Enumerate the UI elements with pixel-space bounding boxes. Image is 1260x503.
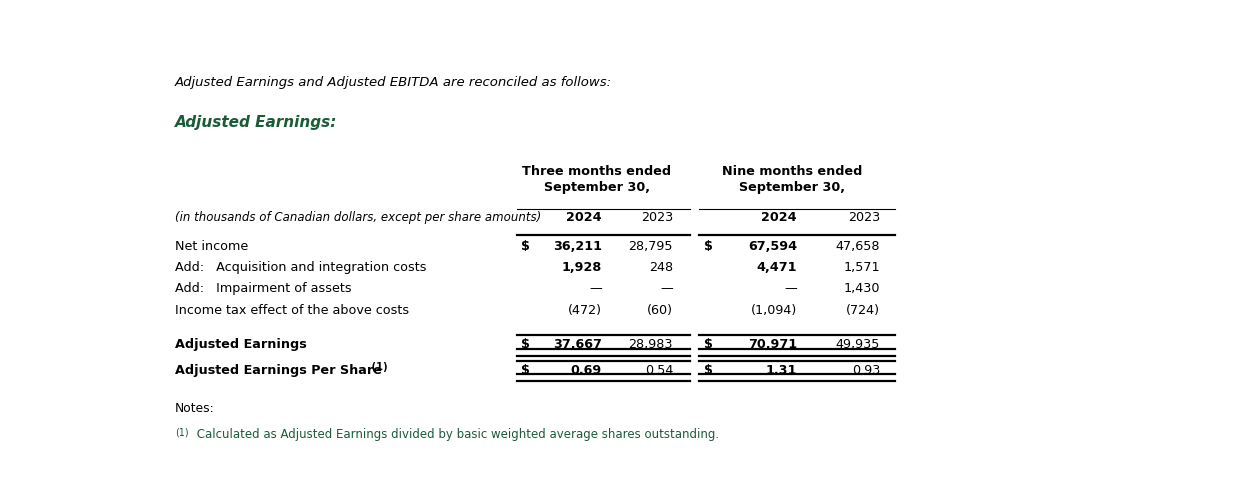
Text: 67,594: 67,594 (748, 240, 798, 253)
Text: (472): (472) (568, 304, 602, 316)
Text: 47,658: 47,658 (835, 240, 879, 253)
Text: 2024: 2024 (761, 211, 798, 224)
Text: 2023: 2023 (641, 211, 673, 224)
Text: 36,211: 36,211 (553, 240, 602, 253)
Text: (724): (724) (847, 304, 879, 316)
Text: Adjusted Earnings and Adjusted EBITDA are reconciled as follows:: Adjusted Earnings and Adjusted EBITDA ar… (175, 76, 612, 89)
Text: Calculated as Adjusted Earnings divided by basic weighted average shares outstan: Calculated as Adjusted Earnings divided … (193, 428, 718, 441)
Text: Net income: Net income (175, 240, 248, 253)
Text: 28,983: 28,983 (629, 339, 673, 352)
Text: $: $ (520, 339, 529, 352)
Text: Notes:: Notes: (175, 402, 214, 415)
Text: Three months ended
September 30,: Three months ended September 30, (523, 165, 672, 194)
Text: Adjusted Earnings Per Share: Adjusted Earnings Per Share (175, 364, 382, 377)
Text: 2024: 2024 (566, 211, 602, 224)
Text: Add:   Acquisition and integration costs: Add: Acquisition and integration costs (175, 261, 427, 274)
Text: $: $ (704, 364, 713, 377)
Text: (in thousands of Canadian dollars, except per share amounts): (in thousands of Canadian dollars, excep… (175, 211, 542, 224)
Text: —: — (785, 282, 798, 295)
Text: $: $ (520, 240, 529, 253)
Text: Nine months ended
September 30,: Nine months ended September 30, (722, 165, 862, 194)
Text: (60): (60) (648, 304, 673, 316)
Text: 0.69: 0.69 (571, 364, 602, 377)
Text: $: $ (704, 339, 713, 352)
Text: 248: 248 (649, 261, 673, 274)
Text: 0.93: 0.93 (852, 364, 879, 377)
Text: 28,795: 28,795 (629, 240, 673, 253)
Text: 1,571: 1,571 (843, 261, 879, 274)
Text: 70,971: 70,971 (748, 339, 798, 352)
Text: —: — (660, 282, 673, 295)
Text: 1,928: 1,928 (562, 261, 602, 274)
Text: Adjusted Earnings: Adjusted Earnings (175, 339, 307, 352)
Text: 37,667: 37,667 (553, 339, 602, 352)
Text: (1): (1) (175, 428, 189, 438)
Text: —: — (590, 282, 602, 295)
Text: 1.31: 1.31 (766, 364, 798, 377)
Text: 49,935: 49,935 (835, 339, 879, 352)
Text: 4,471: 4,471 (756, 261, 798, 274)
Text: 1,430: 1,430 (844, 282, 879, 295)
Text: 0.54: 0.54 (645, 364, 673, 377)
Text: (1,094): (1,094) (751, 304, 798, 316)
Text: Adjusted Earnings Per Share (1): Adjusted Earnings Per Share (1) (175, 364, 365, 374)
Text: $: $ (520, 364, 529, 377)
Text: Income tax effect of the above costs: Income tax effect of the above costs (175, 304, 410, 316)
Text: (1): (1) (368, 362, 388, 372)
Text: 2023: 2023 (848, 211, 879, 224)
Text: Add:   Impairment of assets: Add: Impairment of assets (175, 282, 352, 295)
Text: Adjusted Earnings:: Adjusted Earnings: (175, 115, 338, 130)
Text: $: $ (704, 240, 713, 253)
